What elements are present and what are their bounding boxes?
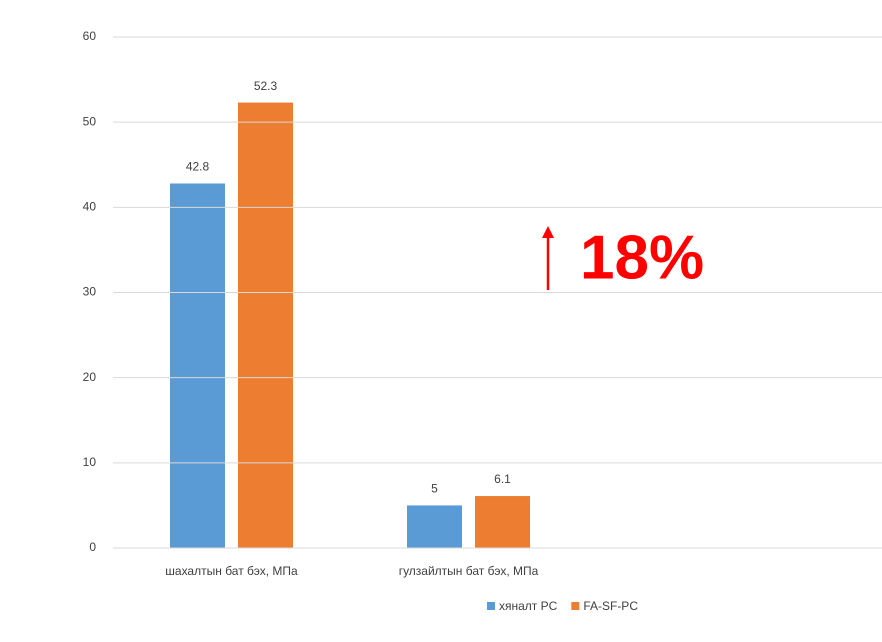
- y-tick-label: 60: [83, 29, 97, 43]
- legend-swatch: [571, 602, 580, 610]
- y-tick-label: 50: [83, 114, 97, 128]
- data-label: 52.3: [254, 79, 278, 93]
- data-label: 42.8: [186, 160, 210, 174]
- bar: [407, 505, 462, 548]
- legend-swatch: [487, 602, 495, 610]
- annotation: 18%: [580, 223, 704, 292]
- y-tick-label: 0: [89, 540, 96, 554]
- data-label: 5: [431, 482, 438, 496]
- legend-label: хяналт PC: [499, 599, 558, 613]
- y-tick-label: 30: [83, 285, 97, 299]
- y-tick-label: 20: [83, 370, 97, 384]
- annotation-arrowhead: [542, 226, 554, 238]
- bar: [475, 496, 530, 548]
- y-tick-label: 40: [83, 200, 97, 214]
- x-tick-label: гулзайлтын бат бэх, МПа: [399, 564, 539, 578]
- legend-label: FA-SF-PC: [583, 599, 638, 613]
- y-tick-label: 10: [83, 455, 97, 469]
- data-label: 6.1: [494, 472, 511, 486]
- x-tick-label: шахалтын бат бэх, МПа: [165, 564, 298, 578]
- bar: [238, 102, 293, 548]
- bar: [170, 183, 225, 548]
